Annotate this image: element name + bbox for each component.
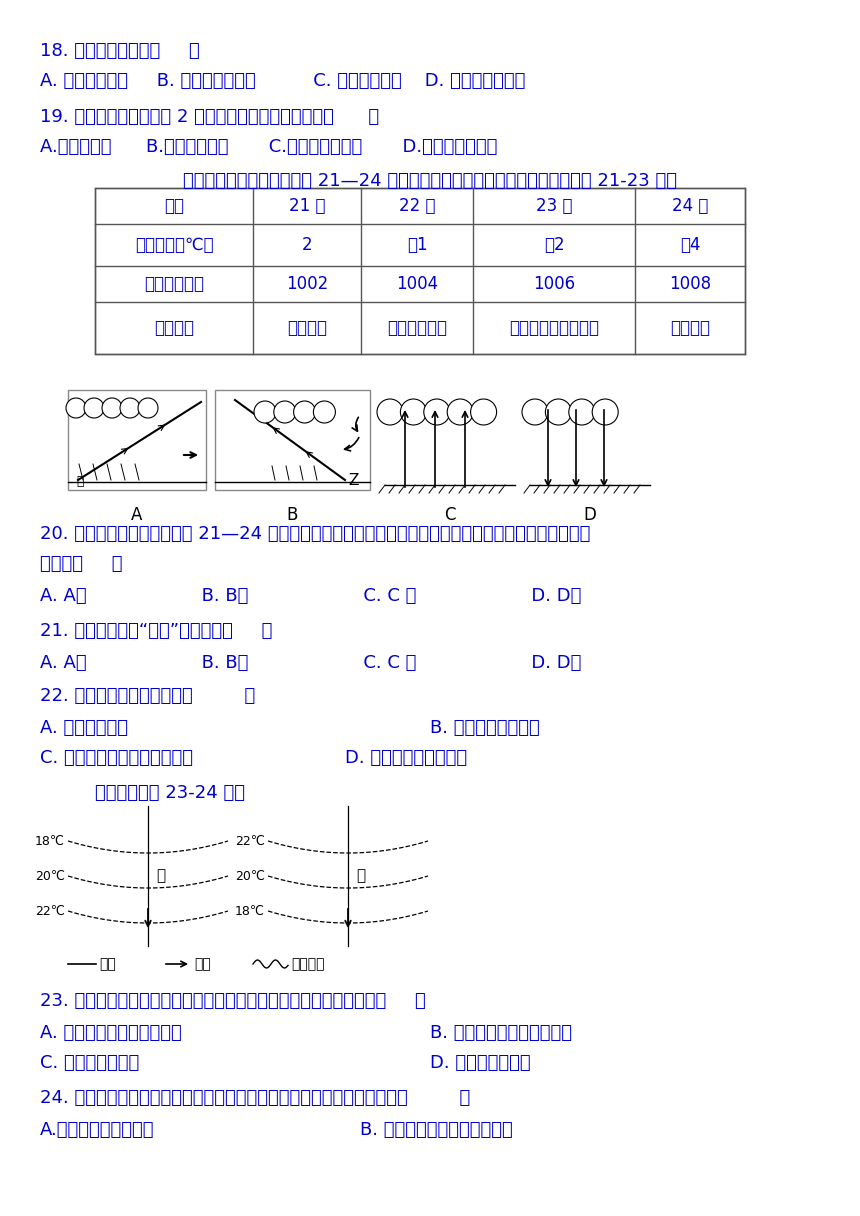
Text: 20. 表格中所统计的数据表明 21—24 日间当地受到哪种天气系统的影响，该天气系统的示意图对应图中的: 20. 表格中所统计的数据表明 21—24 日间当地受到哪种天气系统的影响，该天… (40, 525, 590, 544)
Text: B. 气流对流上升造成: B. 气流对流上升造成 (430, 719, 540, 737)
Text: 22℃: 22℃ (35, 905, 65, 918)
Text: B. 乙图洋流为西澳大利亚寒流: B. 乙图洋流为西澳大利亚寒流 (360, 1121, 513, 1139)
Text: 纬线: 纬线 (99, 957, 116, 972)
Text: B: B (286, 506, 298, 524)
Text: 18℃: 18℃ (35, 834, 65, 848)
Circle shape (66, 398, 86, 418)
Circle shape (522, 399, 548, 426)
Text: 下表是我国某地气象站某月 21—24 日气象观测记录的部分资料，根据资料回答 21-23 题。: 下表是我国某地气象站某月 21—24 日气象观测记录的部分资料，根据资料回答 2… (183, 171, 677, 190)
Circle shape (424, 399, 450, 426)
Text: 1006: 1006 (533, 275, 575, 293)
Bar (215, 390, 370, 490)
Text: 等水温线: 等水温线 (291, 957, 324, 972)
Text: B. 乙图所示区域位于南半球: B. 乙图所示区域位于南半球 (430, 1024, 572, 1042)
Bar (68, 390, 206, 490)
Text: A. 甲图所示区域位于南半球: A. 甲图所示区域位于南半球 (40, 1024, 181, 1042)
Text: C: C (445, 506, 456, 524)
Text: 平均气温（℃）: 平均气温（℃） (135, 236, 213, 254)
Text: 读下图，完成 23-24 题。: 读下图，完成 23-24 题。 (95, 784, 245, 803)
Text: 22. 这次降水的形成原因是（         ）: 22. 这次降水的形成原因是（ ） (40, 687, 255, 705)
Text: 21. 四图中，造成“伏旱”天气的是（     ）: 21. 四图中，造成“伏旱”天气的是（ ） (40, 623, 273, 640)
Text: 22℃: 22℃ (236, 834, 265, 848)
Text: 阴转小雨夹雪: 阴转小雨夹雪 (387, 319, 447, 337)
Circle shape (273, 401, 296, 423)
Circle shape (568, 399, 595, 426)
Text: A.甲图洋流为秘鲁寒流: A.甲图洋流为秘鲁寒流 (40, 1121, 155, 1139)
Text: 哪幅图（     ）: 哪幅图（ ） (40, 554, 122, 573)
Text: 洋流: 洋流 (194, 957, 211, 972)
Text: C. 暖气团主动沿锋面爬升造成: C. 暖气团主动沿锋面爬升造成 (40, 749, 193, 767)
Text: 24. 图中所示区域均位于太平洋，则甲、乙两图的洋流名称判断正确的是（         ）: 24. 图中所示区域均位于太平洋，则甲、乙两图的洋流名称判断正确的是（ ） (40, 1090, 470, 1107)
Circle shape (401, 399, 427, 426)
Text: 日期: 日期 (164, 197, 184, 215)
Circle shape (377, 399, 403, 426)
Text: －1: －1 (407, 236, 427, 254)
Circle shape (138, 398, 158, 418)
Text: 2: 2 (302, 236, 312, 254)
Circle shape (470, 399, 496, 426)
Text: C. 甲图洋流为暖流: C. 甲图洋流为暖流 (40, 1054, 139, 1073)
Text: 20℃: 20℃ (235, 869, 265, 883)
Text: D. 暖气团被迫抬升造成: D. 暖气团被迫抬升造成 (345, 749, 467, 767)
Text: A. A图                    B. B图                    C. C 图                    D. D: A. A图 B. B图 C. C 图 D. D (40, 654, 581, 672)
Text: 23 日: 23 日 (536, 197, 572, 215)
Text: 23. 根据图中等水温线数值分布及弯曲形态判断，下列叙述正确的是（     ）: 23. 根据图中等水温线数值分布及弯曲形态判断，下列叙述正确的是（ ） (40, 992, 426, 1010)
Text: 21 日: 21 日 (289, 197, 325, 215)
Text: －4: －4 (679, 236, 700, 254)
Text: 18. 图中气压带代表（     ）: 18. 图中气压带代表（ ） (40, 43, 200, 60)
Text: 24 日: 24 日 (672, 197, 708, 215)
Circle shape (102, 398, 122, 418)
Circle shape (545, 399, 571, 426)
Text: A. A图                    B. B图                    C. C 图                    D. D: A. A图 B. B图 C. C 图 D. D (40, 587, 581, 606)
Text: 气压（百帕）: 气压（百帕） (144, 275, 204, 293)
Text: 甲: 甲 (76, 475, 83, 488)
Text: A. 气流下沉造成: A. 气流下沉造成 (40, 719, 128, 737)
Bar (95, 188, 745, 354)
Text: 1008: 1008 (669, 275, 711, 293)
Text: 天气状况: 天气状况 (154, 319, 194, 337)
Circle shape (293, 401, 316, 423)
Circle shape (254, 401, 276, 423)
Text: 1004: 1004 (396, 275, 438, 293)
Text: －2: －2 (544, 236, 564, 254)
Circle shape (593, 399, 618, 426)
Text: 乙: 乙 (356, 868, 366, 884)
Text: Z: Z (348, 473, 359, 488)
Circle shape (447, 399, 473, 426)
Text: 20℃: 20℃ (35, 869, 65, 883)
Text: 晴转多云: 晴转多云 (287, 319, 327, 337)
Circle shape (120, 398, 140, 418)
Text: 19. 在图中气压带和风带 2 的交替控制下形成的气候是（      ）: 19. 在图中气压带和风带 2 的交替控制下形成的气候是（ ） (40, 108, 379, 126)
Text: D: D (584, 506, 597, 524)
Text: 甲: 甲 (156, 868, 165, 884)
Text: 18℃: 18℃ (235, 905, 265, 918)
Text: 小雪渐止转阴到多云: 小雪渐止转阴到多云 (509, 319, 599, 337)
Text: A. 赤道低气压带     B. 副极地低气压带          C. 极地高气压带    D. 副热带高气压带: A. 赤道低气压带 B. 副极地低气压带 C. 极地高气压带 D. 副热带高气压… (40, 72, 525, 90)
Text: D. 乙图洋流为寒流: D. 乙图洋流为寒流 (430, 1054, 531, 1073)
Circle shape (313, 401, 335, 423)
Text: A.地中海气候      B.热带沙漠气候       C.亚热带季风气候       D.温带海洋性气候: A.地中海气候 B.热带沙漠气候 C.亚热带季风气候 D.温带海洋性气候 (40, 137, 497, 156)
Text: 1002: 1002 (286, 275, 329, 293)
Text: 多云转晴: 多云转晴 (670, 319, 710, 337)
Text: 22 日: 22 日 (399, 197, 435, 215)
Text: A: A (132, 506, 143, 524)
Circle shape (84, 398, 104, 418)
